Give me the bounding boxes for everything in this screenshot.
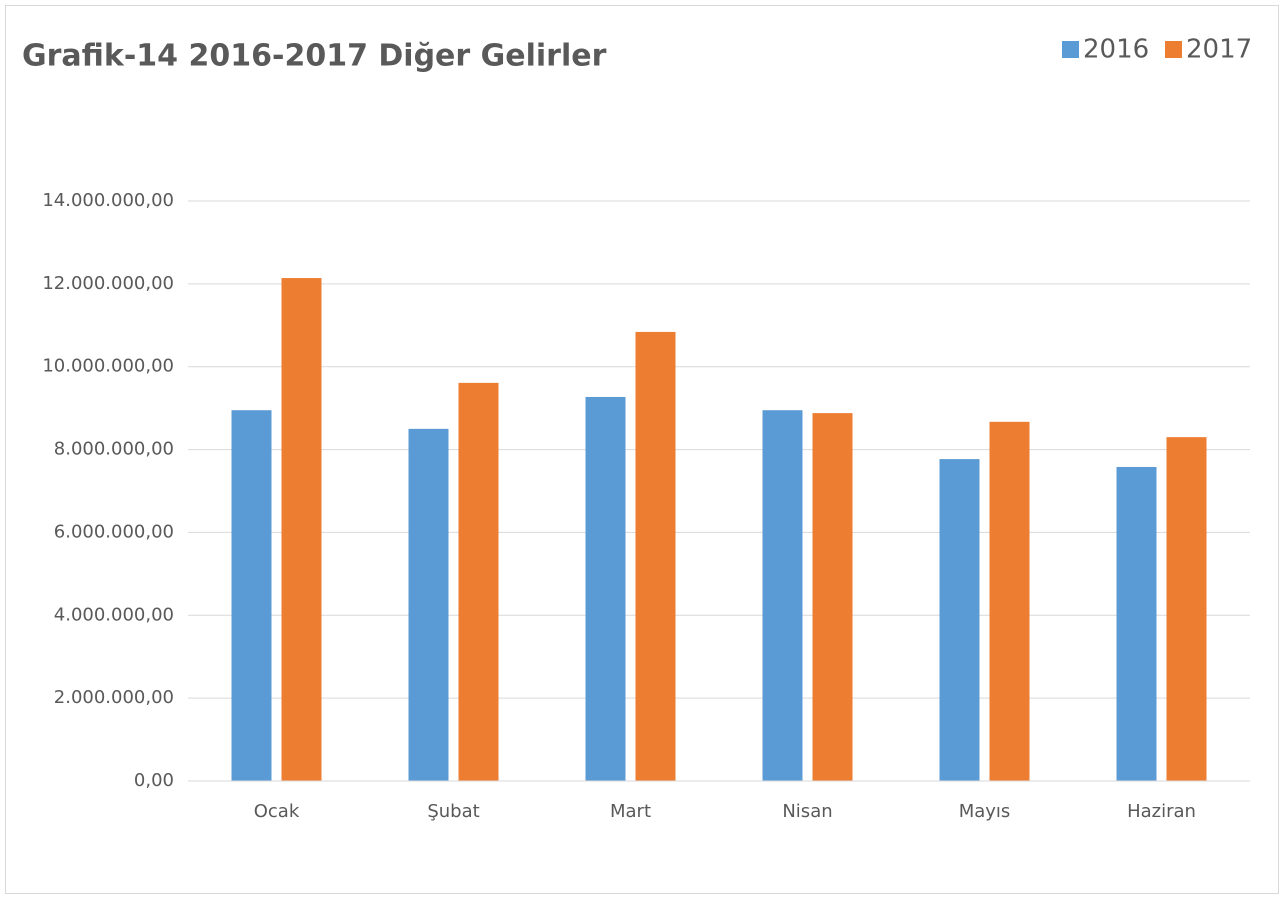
bar (408, 428, 449, 781)
y-tick-label: 12.000.000,00 (42, 273, 174, 294)
x-tick-label: Nisan (782, 801, 832, 822)
legend-swatch (1165, 41, 1182, 58)
y-tick-label: 8.000.000,00 (54, 439, 174, 460)
y-tick-label: 6.000.000,00 (54, 521, 174, 542)
bar (989, 421, 1030, 781)
x-tick-label: Haziran (1127, 801, 1196, 822)
y-tick-label: 4.000.000,00 (54, 604, 174, 625)
bar (939, 459, 980, 781)
y-tick-label: 2.000.000,00 (54, 687, 174, 708)
chart-title: Grafik-14 2016-2017 Diğer Gelirler (22, 39, 607, 74)
y-tick-label: 10.000.000,00 (42, 356, 174, 377)
bar (635, 331, 676, 781)
legend-swatch (1062, 41, 1079, 58)
x-tick-label: Şubat (427, 801, 479, 822)
bar (812, 413, 853, 781)
y-tick-label: 14.000.000,00 (42, 190, 174, 211)
bar (231, 410, 272, 781)
legend-label: 2017 (1186, 35, 1252, 65)
bar (1116, 466, 1157, 781)
bar (585, 396, 626, 781)
x-tick-label: Mart (610, 801, 651, 822)
x-tick-label: Ocak (254, 801, 300, 822)
bar (458, 382, 499, 781)
bar (1166, 437, 1207, 781)
legend-label: 2016 (1083, 35, 1149, 65)
bar (281, 278, 322, 781)
bar (762, 410, 803, 781)
y-tick-label: 0,00 (134, 770, 174, 791)
x-tick-label: Mayıs (959, 801, 1011, 822)
